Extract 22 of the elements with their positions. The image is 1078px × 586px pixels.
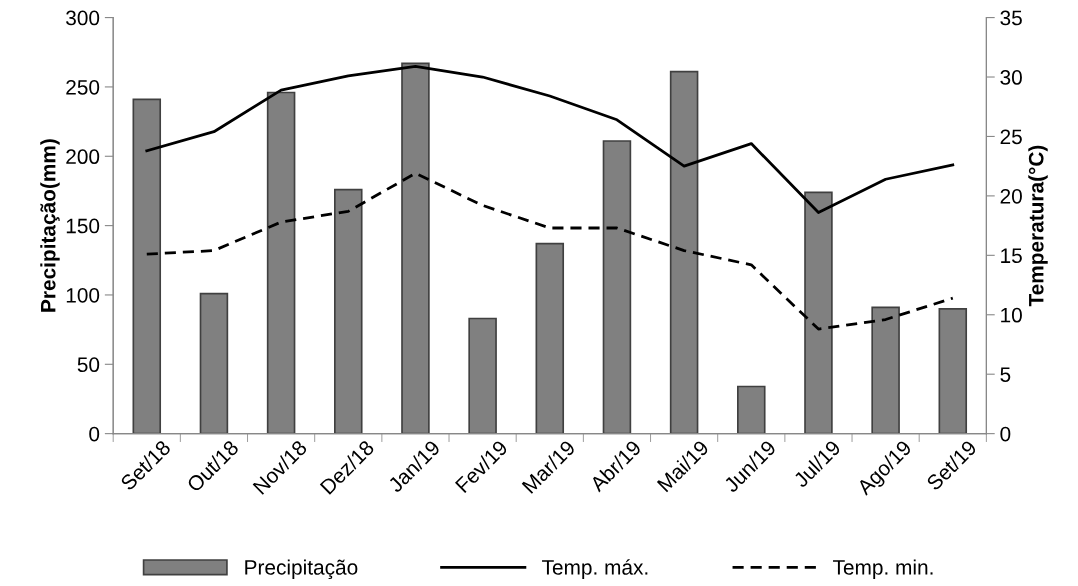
- legend-label: Precipitação: [245, 559, 358, 579]
- line-series: [145, 171, 955, 331]
- y-tick-label: 250: [66, 79, 100, 95]
- legend-label: Temp. máx.: [542, 559, 648, 579]
- y2-tick-label: 15: [1001, 248, 1022, 264]
- y2-tick-label: 30: [1000, 70, 1022, 85]
- line-series: [145, 64, 955, 214]
- y2-tick-label: 0: [1000, 426, 1011, 442]
- y-tick-label: 100: [66, 287, 100, 303]
- y2-tick-label: 5: [1000, 367, 1011, 382]
- y-tick-label: 0: [89, 426, 100, 442]
- legend-label: Temp. min.: [833, 559, 933, 579]
- y2-tick-label: 20: [1000, 188, 1022, 204]
- y2-axis-title: Temperatura(°C): [1028, 145, 1048, 307]
- y-tick-label: 50: [77, 357, 100, 373]
- y-tick-label: 300: [66, 10, 100, 26]
- y-axis-title: Precipitação(mm): [40, 139, 60, 312]
- y-tick-label: 200: [66, 149, 100, 165]
- y2-tick-label: 35: [1000, 10, 1022, 26]
- y2-tick-label: 10: [1001, 307, 1022, 323]
- y-tick-label: 150: [66, 218, 100, 234]
- y2-tick-label: 25: [1000, 129, 1022, 145]
